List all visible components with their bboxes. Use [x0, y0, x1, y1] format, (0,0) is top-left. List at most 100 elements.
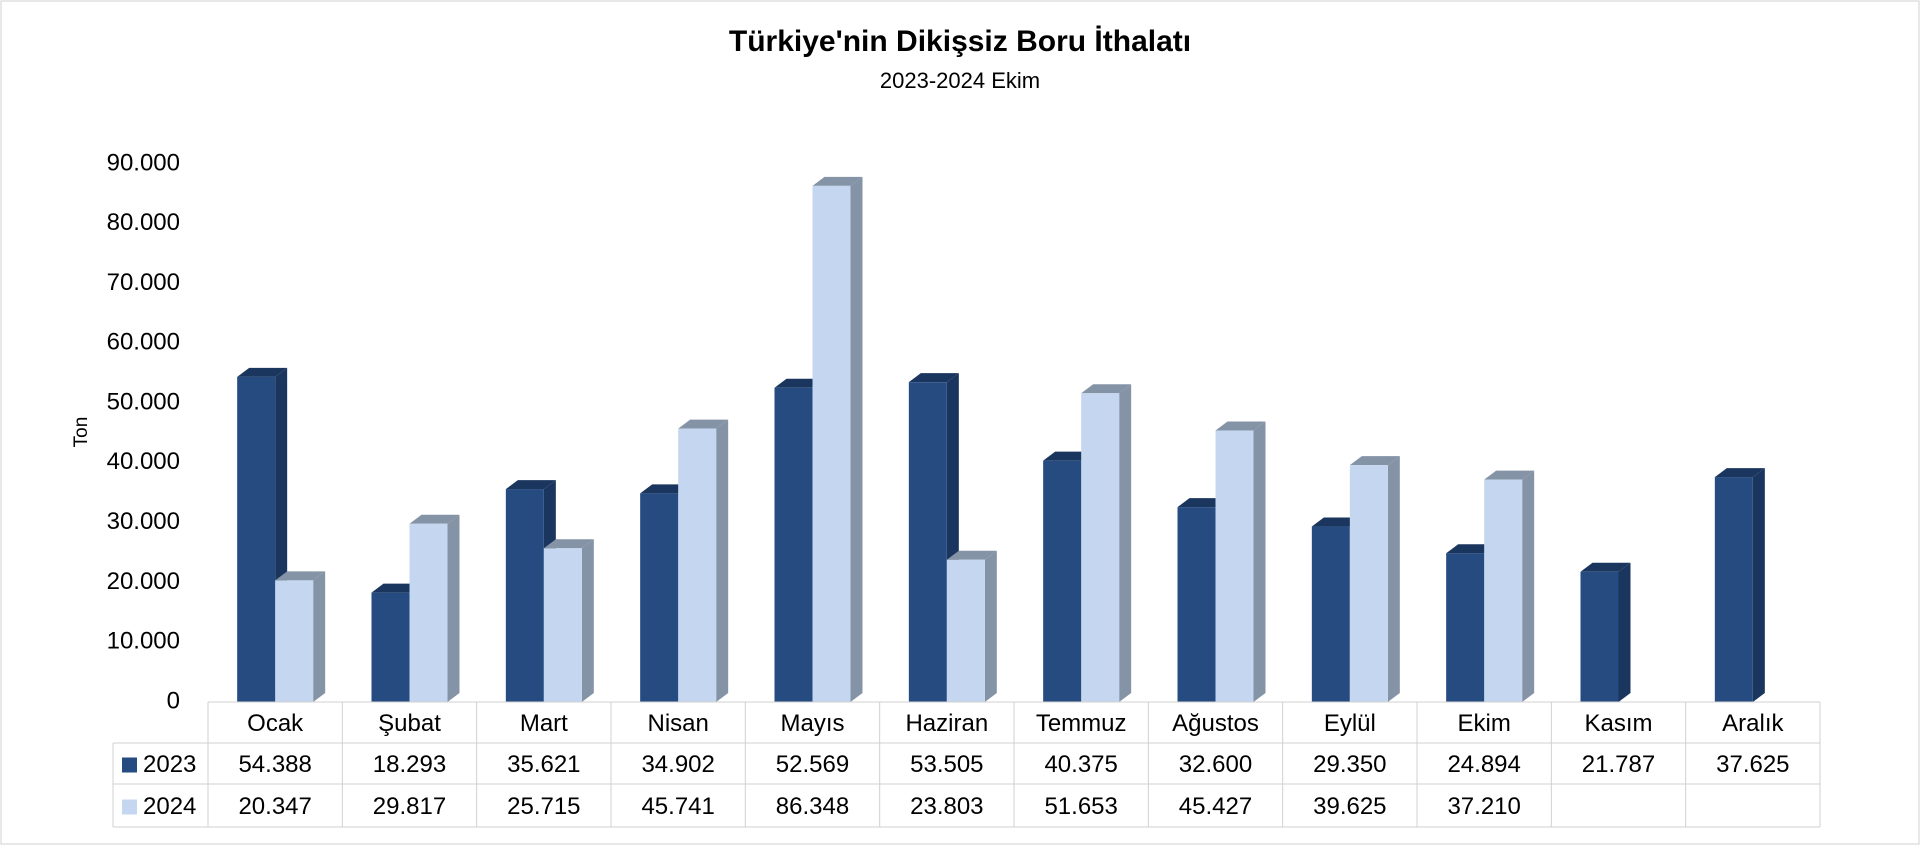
x-tick-label: Temmuz: [1036, 710, 1127, 737]
legend-label: 2024: [143, 793, 196, 820]
y-tick-label: 20.000: [107, 568, 180, 595]
bar: [237, 376, 276, 702]
bar-top: [371, 583, 422, 593]
chart-title: Türkiye'nin Dikişsiz Boru İthalatı: [729, 25, 1191, 58]
table-value: 86.348: [776, 793, 849, 820]
table-value: 45.741: [641, 793, 714, 820]
bar: [409, 523, 448, 702]
legend-swatch: [122, 757, 137, 773]
bar-top: [1311, 517, 1362, 527]
bar-top: [237, 367, 288, 377]
x-tick-label: Mart: [520, 710, 568, 737]
y-axis-label: Ton: [71, 417, 92, 448]
table-value: 37.210: [1447, 793, 1520, 820]
bar: [640, 493, 679, 702]
bar-top: [1215, 421, 1266, 431]
bar-side: [850, 176, 863, 703]
bar: [1177, 507, 1216, 702]
y-tick-label: 80.000: [107, 209, 180, 236]
x-tick-label: Ekim: [1457, 710, 1510, 737]
bar: [1349, 465, 1388, 702]
bar-top: [640, 484, 691, 494]
bar-side: [581, 539, 594, 702]
bar: [1580, 571, 1619, 702]
bar: [1446, 553, 1485, 702]
bar-side: [1119, 384, 1132, 702]
bar-top: [774, 378, 825, 388]
y-tick-label: 10.000: [107, 628, 180, 655]
bar: [1714, 477, 1753, 702]
bar-side: [447, 514, 460, 702]
table-value: 37.625: [1716, 751, 1789, 778]
bar: [275, 580, 314, 702]
table-value: 35.621: [507, 751, 580, 778]
table-value: 20.347: [238, 793, 311, 820]
bar: [1311, 526, 1350, 702]
x-tick-label: Ocak: [247, 710, 304, 737]
table-value: 29.350: [1313, 751, 1386, 778]
bar-side: [1752, 468, 1765, 702]
x-tick-label: Mayıs: [780, 710, 844, 737]
table-value: 53.505: [910, 751, 983, 778]
chart-subtitle: 2023-2024 Ekim: [880, 68, 1040, 93]
table-value: 32.600: [1179, 751, 1252, 778]
y-tick-label: 50.000: [107, 388, 180, 415]
table-value: 54.388: [238, 751, 311, 778]
bar: [505, 489, 544, 702]
table-value: 52.569: [776, 751, 849, 778]
legend-label: 2023: [143, 751, 196, 778]
bar: [678, 428, 717, 702]
bar: [1081, 393, 1120, 702]
bar-top: [1484, 470, 1535, 480]
table-value: 23.803: [910, 793, 983, 820]
bar-top: [505, 480, 556, 490]
bar: [908, 382, 947, 702]
bar-top: [1349, 456, 1400, 466]
y-tick-label: 60.000: [107, 329, 180, 356]
bar-top: [1446, 544, 1497, 554]
bar-top: [1714, 468, 1765, 478]
table-value: 24.894: [1447, 751, 1520, 778]
table-value: 45.427: [1179, 793, 1252, 820]
bar-top: [908, 373, 959, 383]
x-tick-label: Kasım: [1584, 710, 1652, 737]
y-tick-label: 70.000: [107, 269, 180, 296]
y-tick-label: 0: [167, 687, 180, 714]
x-tick-label: Haziran: [905, 710, 988, 737]
bar-top: [1177, 498, 1228, 508]
bar: [1043, 460, 1082, 702]
y-tick-label: 40.000: [107, 448, 180, 475]
legend-swatch: [122, 799, 137, 815]
bar-side: [1522, 470, 1535, 702]
bar-top: [1081, 384, 1132, 394]
bar-side: [1618, 562, 1631, 702]
bar-top: [543, 539, 594, 549]
bar: [1484, 479, 1523, 702]
table-value: 40.375: [1044, 751, 1117, 778]
y-tick-label: 30.000: [107, 508, 180, 535]
table-value: 34.902: [641, 751, 714, 778]
x-tick-label: Eylül: [1324, 710, 1376, 737]
x-tick-label: Nisan: [647, 710, 708, 737]
bar: [812, 185, 851, 703]
bar-side: [716, 419, 729, 702]
bar-top: [946, 550, 997, 560]
bar: [543, 548, 582, 702]
x-tick-label: Aralık: [1722, 710, 1784, 737]
bar-top: [1043, 451, 1094, 461]
table-value: 25.715: [507, 793, 580, 820]
x-tick-label: Şubat: [378, 710, 441, 737]
table-value: 21.787: [1582, 751, 1655, 778]
table-value: 51.653: [1044, 793, 1117, 820]
table-value: 39.625: [1313, 793, 1386, 820]
y-tick-label: 90.000: [107, 149, 180, 176]
bar-top: [409, 514, 460, 524]
bar-top: [812, 176, 863, 186]
x-tick-label: Ağustos: [1172, 710, 1259, 737]
bar-side: [1387, 456, 1400, 702]
bar-side: [984, 550, 997, 702]
bar-top: [1580, 562, 1631, 572]
bar: [946, 559, 985, 702]
